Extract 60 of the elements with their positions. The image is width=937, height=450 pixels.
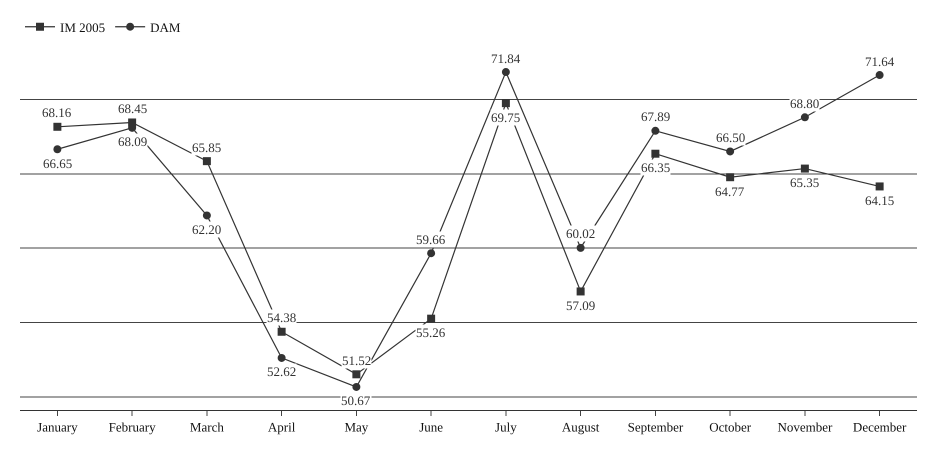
data-label: 57.09 <box>566 298 596 313</box>
point <box>726 147 734 156</box>
point <box>651 150 660 158</box>
data-label: 66.50 <box>716 130 746 145</box>
x-tick-label: April <box>268 420 296 435</box>
data-label: 65.85 <box>192 140 222 155</box>
point <box>202 157 211 166</box>
legend-label: DAM <box>150 20 181 35</box>
data-label: 52.62 <box>267 364 296 379</box>
data-label: 69.75 <box>491 110 520 125</box>
point <box>576 287 585 296</box>
point <box>352 370 360 378</box>
data-label: 55.26 <box>416 325 446 340</box>
data-label: 50.67 <box>341 393 371 408</box>
x-tick-label: May <box>344 420 369 435</box>
x-tick-label: June <box>419 420 444 435</box>
data-label: 51.52 <box>342 353 372 368</box>
data-label: 64.15 <box>865 193 894 208</box>
data-label: 66.65 <box>43 156 72 171</box>
point <box>53 145 62 154</box>
data-label: 62.20 <box>192 222 222 237</box>
point <box>202 211 211 220</box>
data-label: 71.64 <box>865 54 895 69</box>
x-tick-label: November <box>777 420 833 435</box>
point <box>278 328 286 336</box>
data-label: 60.02 <box>566 226 596 241</box>
point <box>427 249 436 258</box>
x-tick-label: January <box>37 420 78 435</box>
data-label: 65.35 <box>790 175 820 190</box>
data-label: 68.16 <box>42 105 72 120</box>
point <box>800 113 809 122</box>
data-label: 54.38 <box>267 310 296 325</box>
point <box>726 173 734 182</box>
x-tick-label: September <box>628 420 684 435</box>
x-tick-label: July <box>495 420 518 435</box>
data-label: 68.09 <box>118 134 148 149</box>
x-tick-label: October <box>709 420 752 435</box>
x-tick-label: December <box>852 420 907 435</box>
x-tick-label: August <box>562 420 600 435</box>
data-label: 64.77 <box>715 184 745 199</box>
data-label: 66.35 <box>641 160 670 175</box>
point <box>876 182 884 190</box>
data-label: 68.45 <box>118 101 148 116</box>
point <box>53 122 62 131</box>
point <box>278 354 286 362</box>
point <box>502 68 510 76</box>
point <box>352 382 360 391</box>
point <box>502 99 510 108</box>
x-tick-label: February <box>108 420 156 435</box>
data-label: 68.80 <box>790 96 820 111</box>
data-label: 71.84 <box>491 51 521 66</box>
x-tick-label: March <box>190 420 224 435</box>
point <box>427 314 436 323</box>
point <box>651 126 660 135</box>
point <box>800 164 809 173</box>
point <box>576 244 585 252</box>
point <box>876 71 884 80</box>
legend-label: IM 2005 <box>60 20 106 35</box>
data-label: 67.89 <box>641 109 670 124</box>
data-label: 59.66 <box>416 232 446 247</box>
